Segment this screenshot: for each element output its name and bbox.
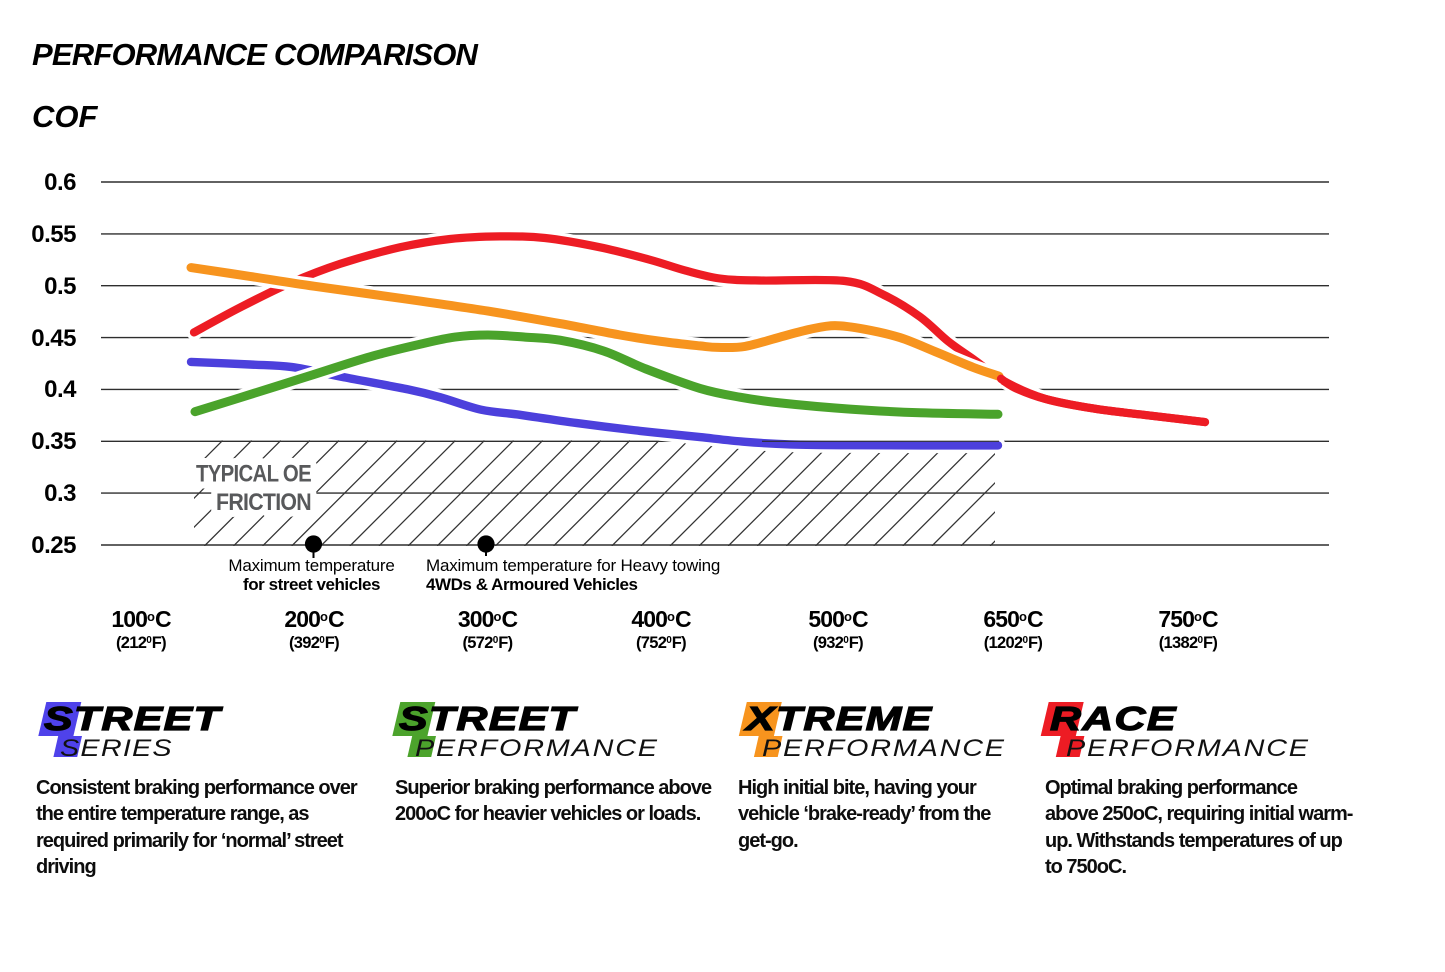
- svg-text:TYPICAL OE: TYPICAL OE: [196, 461, 312, 488]
- svg-text:FRICTION: FRICTION: [216, 489, 311, 516]
